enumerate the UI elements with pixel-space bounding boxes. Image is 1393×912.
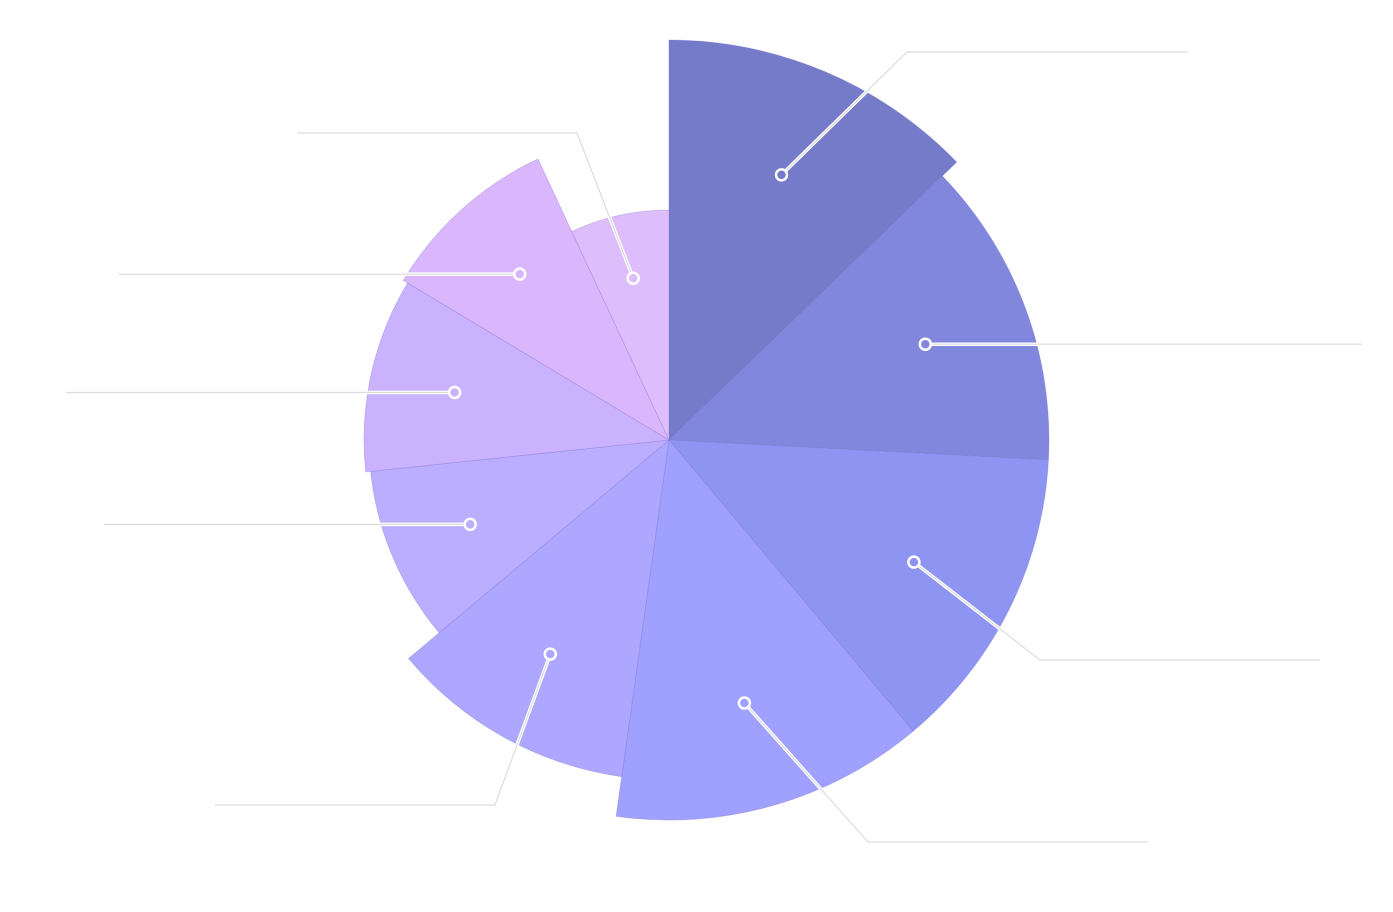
- pie-slice-3[interactable]: [668, 439, 1049, 732]
- leader-marker-5: [543, 647, 558, 661]
- leader-line-3: [913, 561, 1320, 661]
- leader-line-4: [743, 702, 1148, 843]
- leader-lines-layer: [66, 50, 1362, 844]
- leader-marker-6: [463, 517, 477, 532]
- leader-line-5: [215, 653, 551, 806]
- pie-slice-8[interactable]: [402, 158, 670, 442]
- pie-slice-7[interactable]: [363, 282, 671, 473]
- leader-marker-2: [918, 337, 933, 351]
- leader-marker-9: [626, 271, 640, 286]
- pie-slice-6[interactable]: [370, 439, 671, 634]
- pie-slice-4[interactable]: [615, 439, 914, 821]
- slices-layer: [363, 39, 1050, 821]
- leader-line-1: [781, 51, 1188, 176]
- leader-marker-7: [447, 385, 462, 400]
- leader-marker-4: [737, 696, 752, 710]
- leader-marker-1: [774, 168, 789, 182]
- pie-slice-2[interactable]: [668, 175, 1050, 461]
- leader-marker-8: [512, 267, 527, 281]
- pie-slice-1[interactable]: [668, 39, 958, 441]
- leader-line-9: [297, 132, 634, 279]
- leader-marker-3: [907, 555, 921, 569]
- pie-slice-9[interactable]: [571, 209, 670, 441]
- pie-slice-5[interactable]: [407, 439, 670, 778]
